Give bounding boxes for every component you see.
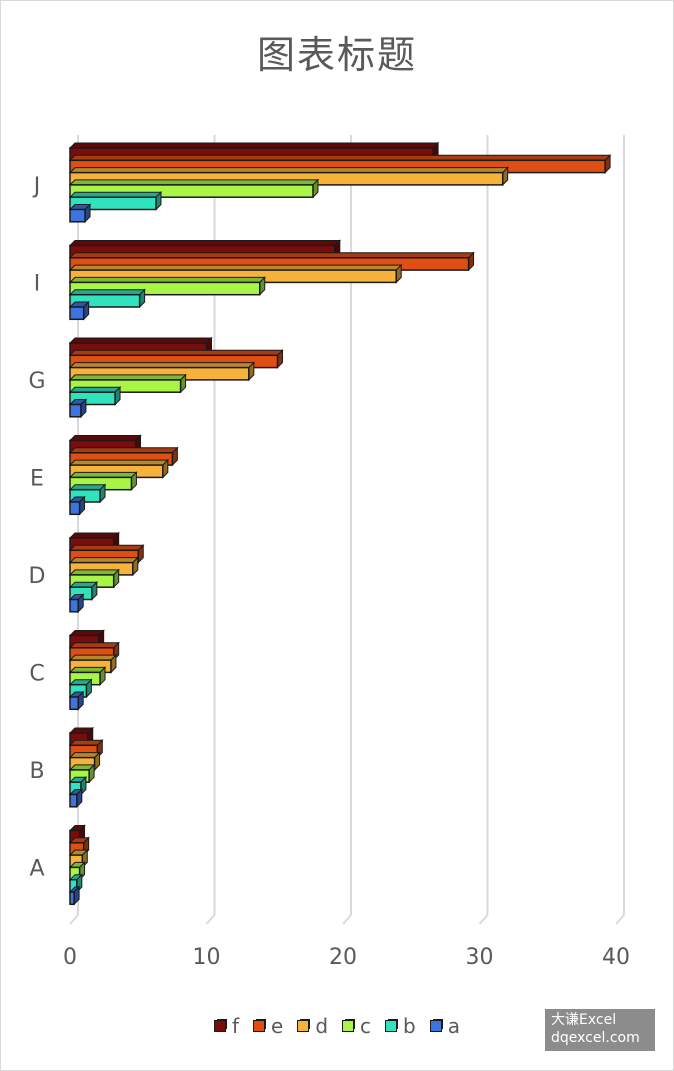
gridline-foot-20 [342, 914, 352, 925]
legend-label-b: b [403, 1014, 416, 1038]
y-category-label-J: J [32, 174, 41, 199]
bar-a-B [68, 788, 84, 809]
x-tick-label-10: 10 [193, 945, 221, 970]
gridline-foot-40 [615, 914, 625, 925]
y-category-label-D: D [29, 564, 46, 589]
bar-c-I [68, 276, 266, 296]
bar-a-J [68, 203, 92, 224]
bar-b-J [68, 190, 163, 211]
legend-label-f: f [231, 1014, 240, 1038]
legend-item-c: c [342, 1014, 371, 1038]
y-category-label-I: I [34, 271, 41, 296]
legend-label-a: a [447, 1014, 461, 1038]
bar-b-G [68, 385, 122, 406]
y-category-label-B: B [29, 759, 44, 784]
legend-swatch-d [297, 1020, 310, 1032]
legend-item-f: f [213, 1014, 240, 1038]
y-category-label-A: A [29, 856, 44, 881]
gridline-foot-30 [478, 914, 489, 925]
legend-label-d: d [315, 1014, 329, 1038]
watermark: 大谦Excel dqexcel.com [545, 1009, 655, 1051]
chart-title: 图表标题 [256, 33, 417, 77]
bar-c-J [68, 178, 320, 199]
legend-item-e: e [253, 1014, 283, 1038]
bar-b-B [68, 775, 88, 796]
legend-item-b: b [385, 1014, 416, 1038]
gridline-foot-10 [205, 914, 216, 925]
bar-a-I [68, 300, 90, 321]
x-tick-label-20: 20 [329, 945, 357, 970]
legend-swatch-c [342, 1020, 355, 1032]
bar-a-D [68, 593, 85, 614]
chart-plot-area: 0 10 20 30 40 A B C D E G I J [28, 135, 630, 970]
legend-item-a: a [429, 1014, 461, 1038]
bar-a-C [68, 690, 85, 711]
bar-c-A [68, 861, 86, 881]
x-tick-label-0: 0 [63, 945, 77, 970]
y-category-label-E: E [30, 466, 44, 491]
y-category-label-C: C [29, 661, 44, 686]
bar-a-G [68, 398, 88, 419]
watermark-line-2: dqexcel.com [551, 1030, 640, 1046]
x-tick-label-40: 40 [602, 945, 630, 970]
legend-label-c: c [360, 1014, 372, 1038]
legend-swatch-f [213, 1020, 226, 1032]
legend-swatch-e [253, 1020, 266, 1032]
y-category-label-G: G [28, 369, 45, 394]
legend-label-e: e [271, 1014, 284, 1038]
bar-a-A [68, 885, 81, 906]
x-tick-label-30: 30 [466, 945, 494, 970]
gridline-foot-0 [69, 914, 79, 925]
bar-a-E [68, 495, 86, 516]
legend-item-d: d [297, 1014, 328, 1038]
legend-swatch-b [385, 1020, 398, 1032]
watermark-line-1: 大谦Excel [551, 1012, 617, 1028]
legend-swatch-a [429, 1020, 442, 1032]
